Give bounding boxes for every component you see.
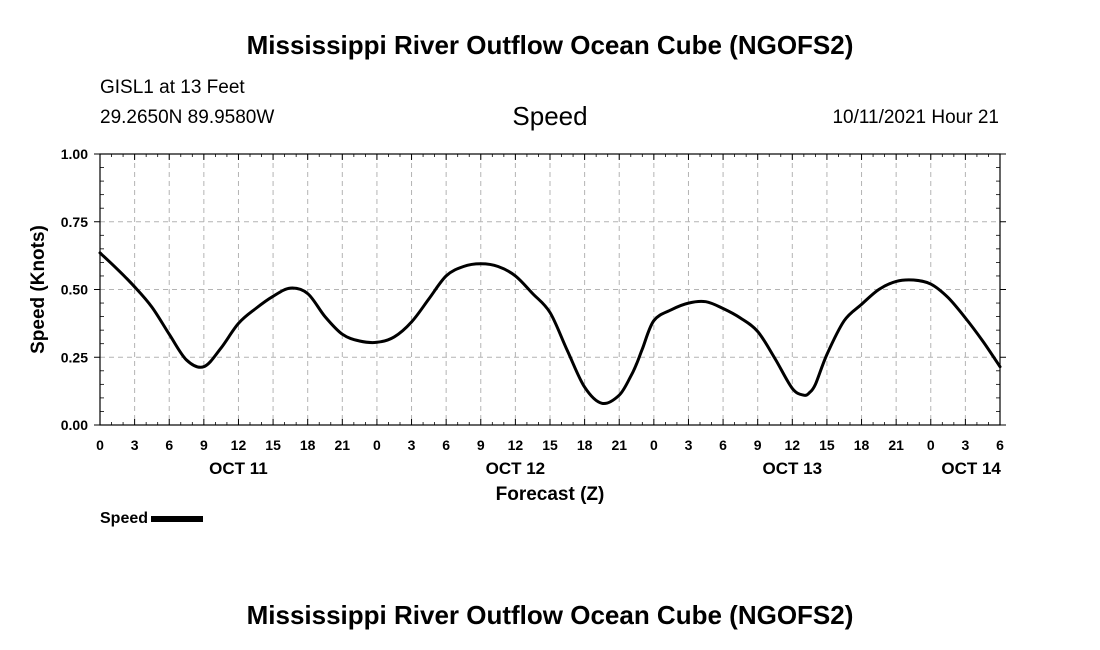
- x-tick-label: 18: [577, 437, 593, 453]
- x-tick-label: 15: [265, 437, 281, 453]
- chart-heading: Speed: [512, 101, 588, 131]
- y-tick-label: 0.50: [61, 282, 88, 298]
- x-tick-label: 9: [200, 437, 208, 453]
- y-tick-labels: 0.00 0.25 0.50 0.75 1.00: [61, 146, 88, 433]
- x-tick-label: 12: [508, 437, 524, 453]
- x-tick-label: 9: [477, 437, 485, 453]
- y-tick-label: 0.75: [61, 214, 88, 230]
- x-tick-label: 6: [165, 437, 173, 453]
- y-tick-label: 0.00: [61, 417, 88, 433]
- x-tick-label: 3: [131, 437, 139, 453]
- legend-label: Speed: [100, 510, 149, 527]
- x-tick-label: 0: [650, 437, 658, 453]
- x-tick-label: 3: [685, 437, 693, 453]
- x-tick-label: 21: [611, 437, 627, 453]
- x-tick-label: 21: [335, 437, 351, 453]
- x-tick-label: 6: [442, 437, 450, 453]
- date-label: OCT 14: [941, 459, 1001, 478]
- x-tick-label: 15: [542, 437, 558, 453]
- x-tick-label: 18: [300, 437, 316, 453]
- x-tick-label: 15: [819, 437, 835, 453]
- x-tick-label: 12: [785, 437, 801, 453]
- page-title: Mississippi River Outflow Ocean Cube (NG…: [246, 30, 854, 60]
- x-tick-label: 0: [927, 437, 935, 453]
- speed-series-line: [98, 251, 1002, 406]
- date-labels: OCT 11 OCT 12 OCT 13 OCT 14: [209, 459, 1001, 478]
- date-label: OCT 11: [209, 459, 268, 478]
- legend: Speed: [100, 510, 204, 528]
- date-label: OCT 12: [486, 459, 546, 478]
- x-tick-label: 0: [96, 437, 104, 453]
- y-axis-title: Speed (Knots): [28, 225, 49, 354]
- x-tick-label: 6: [719, 437, 727, 453]
- x-tick-labels: 0 3 6 9 12 15 18 21 0 3 6 9 12 15 18 21 0 3 6 9 12 15 18 21 0 3 6: [96, 437, 1004, 453]
- x-tick-label: 9: [754, 437, 762, 453]
- station-name: GISL1 at 13 Feet: [100, 77, 245, 98]
- forecast-datetime: 10/11/2021 Hour 21: [832, 107, 999, 128]
- grid-lines: [100, 154, 1000, 425]
- y-tick-label: 1.00: [61, 146, 88, 162]
- date-label: OCT 13: [763, 459, 823, 478]
- station-coordinates: 29.2650N 89.9580W: [100, 107, 275, 128]
- x-tick-label: 21: [888, 437, 904, 453]
- legend-swatch-line: [151, 516, 204, 522]
- x-tick-label: 6: [996, 437, 1004, 453]
- x-tick-label: 3: [961, 437, 969, 453]
- footer-title: Mississippi River Outflow Ocean Cube (NG…: [246, 600, 854, 630]
- x-tick-label: 0: [373, 437, 381, 453]
- x-tick-label: 18: [854, 437, 870, 453]
- x-tick-label: 3: [408, 437, 416, 453]
- x-tick-label: 12: [231, 437, 247, 453]
- y-tick-label: 0.25: [61, 349, 88, 365]
- plot-frame: [99, 153, 1001, 426]
- x-axis-title: Forecast (Z): [496, 484, 605, 505]
